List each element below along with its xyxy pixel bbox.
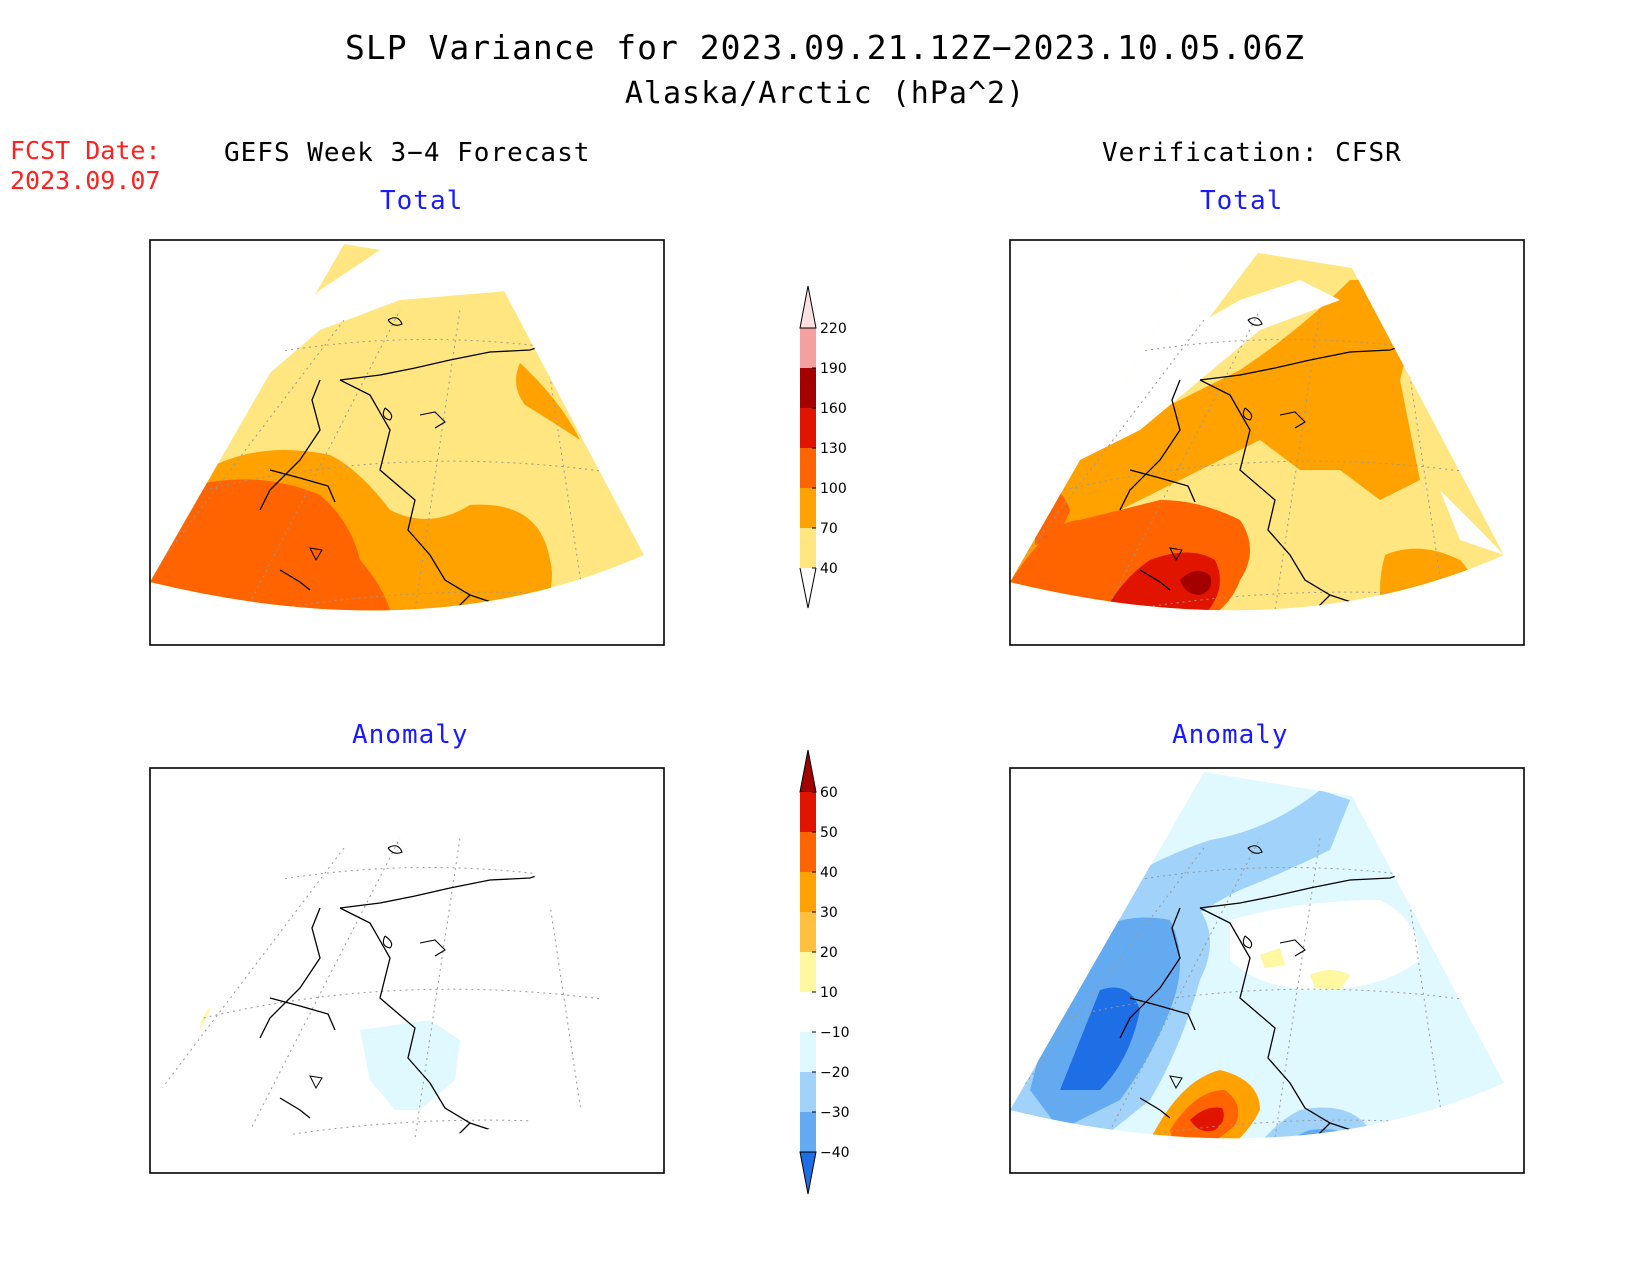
shade-70-100-east (516, 363, 580, 440)
shade-130-160-se (1430, 606, 1458, 611)
shade-minus10-minus20 (360, 1020, 460, 1110)
colorbar-tick-label: 30 (820, 905, 838, 921)
colorbar-segment (800, 368, 816, 408)
shade-below-minus40 (1060, 987, 1140, 1090)
shade-70-100-se (1380, 548, 1474, 611)
forecast-total-map (149, 239, 665, 646)
panel-frame (1009, 239, 1525, 646)
colorbar-tick-label: 10 (820, 985, 838, 1001)
verification-total-map (1009, 239, 1525, 646)
shade-neutral (150, 772, 644, 1139)
shade-130-160 (1100, 552, 1220, 611)
colorbar-segment (800, 1072, 816, 1112)
colorbar-segment (800, 912, 816, 952)
total-colorbar: 40 70 100 130 160 190 220 (799, 285, 847, 609)
colorbar-segment (800, 792, 816, 832)
colorbar-segment (800, 832, 816, 872)
shade-above-60-se (1440, 1154, 1462, 1172)
colorbar-tick-label: 40 (820, 865, 838, 881)
colorbar-segment (800, 448, 816, 488)
figure-title: SLP Variance for 2023.09.21.12Z−2023.10.… (345, 28, 1305, 67)
blank-east (1440, 490, 1504, 555)
forecast-date-value: 2023.09.07 (10, 166, 161, 195)
colorbar-segment (800, 528, 816, 568)
shade-minus40-south (1270, 1150, 1340, 1180)
left-column-heading: GEFS Week 3−4 Forecast (224, 138, 591, 168)
anomaly-colorbar: 60 50 40 30 20 10 −10 −20 −30 −40 (799, 749, 850, 1195)
forecast-anomaly-map (149, 767, 665, 1174)
colorbar-tick-label: 40 (820, 561, 838, 577)
shade-minus20-south (1240, 1107, 1380, 1139)
blank-north (1075, 280, 1340, 460)
verification-anomaly-map (1009, 767, 1525, 1180)
shade-neutral-center (1230, 900, 1420, 990)
shade-70-100 (1010, 280, 1420, 600)
colorbar-segment (800, 328, 816, 368)
verification-total-title: Total (1200, 186, 1284, 216)
shade-50-60-se (1430, 1136, 1470, 1139)
blank-west (150, 244, 344, 582)
shade-40-50-sw (1060, 1147, 1130, 1180)
colorbar-top-triangle (799, 749, 817, 793)
shade-50-60 (1190, 1107, 1224, 1132)
shade-160-190 (1180, 571, 1212, 595)
colorbar-tick-label: 60 (820, 785, 838, 801)
colorbar-segment (800, 408, 816, 448)
colorbar-tick-label: 50 (820, 825, 838, 841)
colorbar-tick-label: 190 (820, 361, 847, 377)
colorbar-tick-label: −30 (820, 1105, 850, 1121)
shade-10-20-center (1310, 970, 1350, 990)
figure-subtitle: Alaska/Arctic (hPa^2) (624, 76, 1026, 111)
forecast-date-caption: FCST Date: (10, 136, 161, 165)
colorbar-tick-label: −40 (820, 1145, 850, 1161)
colorbar-tick-label: 160 (820, 401, 847, 417)
colorbar-tick-label: −20 (820, 1065, 850, 1081)
blank-west (1010, 244, 1260, 582)
colorbar-segment (800, 992, 816, 1032)
colorbar-bottom-triangle (799, 567, 817, 609)
forecast-total-title: Total (380, 186, 464, 216)
shade-100-130-se (1419, 586, 1465, 611)
right-column-heading: Verification: CFSR (1102, 138, 1402, 168)
colorbar-tick-label: 100 (820, 481, 847, 497)
shade-30-40-se (1420, 1114, 1474, 1139)
forecast-date-label: FCST Date: 2023.09.07 (10, 136, 161, 196)
colorbar-tick-label: 220 (820, 321, 847, 337)
shade-10-20-north (1260, 948, 1285, 968)
colorbar-bottom-triangle (799, 1151, 817, 1195)
verification-anomaly-title: Anomaly (1172, 720, 1289, 750)
colorbar-tick-label: 20 (820, 945, 838, 961)
colorbar-segment (800, 488, 816, 528)
colorbar-segment (800, 1112, 816, 1152)
colorbar-top-triangle (799, 285, 817, 329)
panel-frame (1009, 767, 1525, 1174)
colorbar-tick-label: 70 (820, 521, 838, 537)
colorbar-segment (800, 952, 816, 992)
panel-frame (149, 767, 665, 1174)
colorbar-segment (800, 1032, 816, 1072)
colorbar-tick-label: 130 (820, 441, 847, 457)
forecast-anomaly-title: Anomaly (352, 720, 469, 750)
colorbar-tick-label: −10 (820, 1025, 850, 1041)
panel-frame (149, 239, 665, 646)
blank-north (210, 244, 520, 400)
colorbar-segment (800, 872, 816, 912)
